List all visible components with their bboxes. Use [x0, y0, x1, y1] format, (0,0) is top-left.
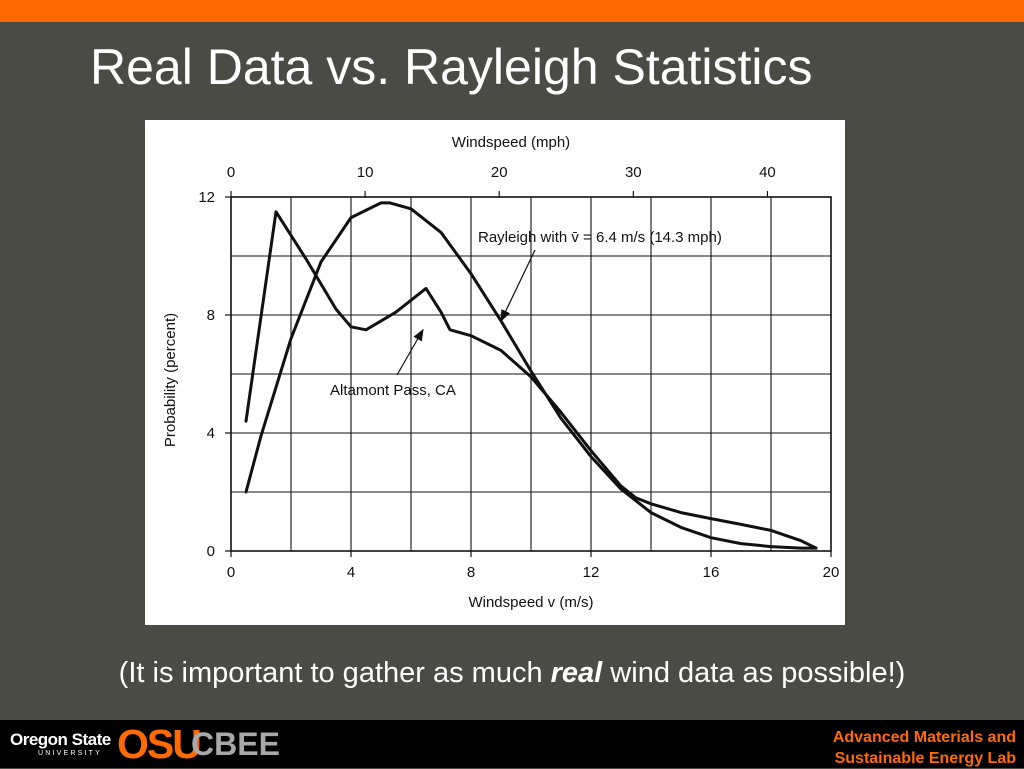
program-name: CBEE	[191, 726, 280, 762]
lab-name: Advanced Materials and Sustainable Energ…	[833, 727, 1016, 769]
x2-tick-label: 20	[491, 164, 508, 181]
osu-logo: OSU	[117, 721, 202, 767]
x2-tick-labels: 0 10 20 30 40	[227, 164, 776, 197]
wind-probability-chart: 0 4 8 12 16 20 0 10 20 30 40 0 4 8 12 Windspeed v (m…	[162, 134, 840, 611]
university-subtitle: UNIVERSITY	[38, 750, 103, 757]
top-accent-bar	[0, 0, 1024, 22]
caption-text-before: (It is important to gather as much	[118, 657, 551, 689]
plot-frame	[230, 196, 832, 552]
y-tick-label: 4	[207, 425, 215, 442]
x-tick-label: 8	[467, 564, 475, 581]
x-axis-label: Windspeed v (m/s)	[468, 594, 593, 611]
oregon-state-wordmark: Oregon State UNIVERSITY	[10, 731, 111, 757]
series-line-altamont-pass	[244, 210, 818, 550]
x-tick-label: 0	[227, 564, 235, 581]
annotation-leader-line	[500, 249, 536, 322]
x2-tick-label: 10	[357, 164, 374, 181]
x-tick-labels: 0 4 8 12 16 20	[227, 551, 840, 581]
x-tick-label: 4	[347, 564, 355, 581]
x-tick-label: 16	[703, 564, 720, 581]
y-tick-label: 0	[207, 543, 215, 560]
y-tick-label: 8	[207, 307, 215, 324]
series-line-rayleigh	[244, 201, 818, 550]
lab-name-line-1: Advanced Materials and	[832, 729, 1016, 746]
footer-bar: Oregon State UNIVERSITY OSU CBEE Advance…	[0, 720, 1024, 768]
series-layer	[244, 201, 818, 550]
chart-grid	[231, 197, 831, 551]
annotation-altamont: Altamont Pass, CA	[330, 382, 456, 399]
x2-axis-label: Windspeed (mph)	[452, 134, 570, 151]
caption-emphasis: real	[550, 657, 603, 689]
x-tick-label: 20	[823, 564, 840, 581]
x2-tick-label: 0	[227, 164, 235, 181]
y-axis-label: Probability (percent)	[162, 313, 179, 447]
annotation-leader-line	[396, 328, 424, 376]
caption-text-after: wind data as possible!)	[602, 657, 906, 689]
y-tick-labels: 0 4 8 12	[198, 189, 231, 560]
university-name: Oregon State	[10, 730, 111, 749]
lab-name-line-2: Sustainable Energy Lab	[834, 750, 1016, 767]
slide-caption: (It is important to gather as much real …	[0, 657, 1024, 690]
x-tick-label: 12	[583, 564, 600, 581]
x2-tick-label: 30	[625, 164, 642, 181]
annotation-rayleigh: Rayleigh with v̄ = 6.4 m/s (14.3 mph)	[478, 229, 722, 246]
chart-figure: 0 4 8 12 16 20 0 10 20 30 40 0 4 8 12 Windspeed v (m…	[145, 120, 845, 625]
annotation-layer: Rayleigh with v̄ = 6.4 m/s (14.3 mph) Alt…	[330, 229, 722, 399]
x2-tick-label: 40	[759, 164, 776, 181]
slide-title: Real Data vs. Rayleigh Statistics	[90, 39, 813, 95]
y-tick-label: 12	[198, 189, 215, 206]
